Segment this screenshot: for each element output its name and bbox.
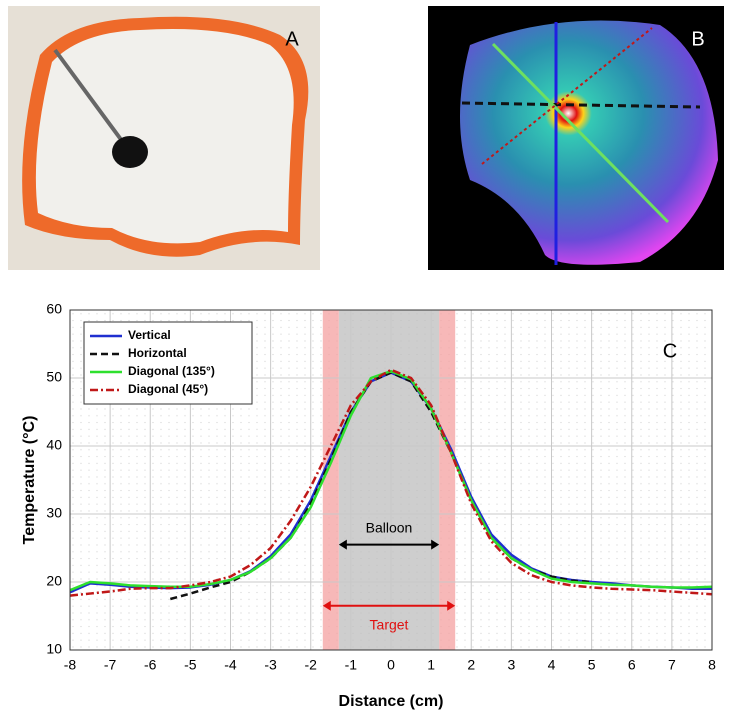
x-tick-label: -3 [264,657,277,673]
x-tick-label: -2 [305,657,318,673]
series-line [69,368,713,597]
x-tick-label: -6 [144,657,157,673]
x-tick-label: 3 [507,657,515,673]
arrow-head [447,600,456,611]
shaded-band [439,310,456,650]
panel-label: B [691,28,704,50]
x-tick-label: -8 [64,657,77,673]
y-tick-label: 40 [46,437,62,453]
plot-frame [69,309,713,651]
legend-label: Diagonal (135°) [128,364,215,378]
arrow-head [338,539,347,550]
x-tick-label: 2 [467,657,475,673]
panel-label: A [285,28,299,50]
needle [53,48,127,147]
x-axis-label: Distance (cm) [339,693,444,710]
arrow-head [322,600,331,611]
profile-line [491,42,670,224]
x-tick-label: -5 [184,657,197,673]
photo-a: A [8,6,320,270]
shaded-band [338,310,440,650]
x-tick-label: 4 [548,657,556,673]
y-axis-label: Temperature (°C) [21,416,38,545]
y-tick-label: 30 [46,505,62,521]
y-tick-label: 20 [46,573,62,589]
balloon [112,136,148,168]
arrow-head [431,539,440,550]
x-tick-label: 8 [708,657,716,673]
x-tick-label: 7 [668,657,676,673]
profile-line [461,101,701,109]
y-tick-label: 60 [46,301,62,317]
x-tick-label: 0 [387,657,395,673]
x-tick-label: -1 [345,657,358,673]
y-tick-label: 50 [46,369,62,385]
x-tick-label: 5 [588,657,596,673]
profile-line [481,27,653,165]
panel-label: C [663,340,677,362]
y-tick-label: 10 [46,641,62,657]
legend-label: Diagonal (45°) [128,382,208,396]
x-tick-label: 6 [628,657,636,673]
legend-label: Horizontal [128,346,187,360]
phantom [35,29,294,244]
annotation-label: Target [370,617,409,633]
x-tick-label: 1 [427,657,435,673]
x-tick-label: -4 [224,657,237,673]
legend-label: Vertical [128,328,171,342]
annotation-label: Balloon [366,519,413,535]
x-tick-label: -7 [104,657,117,673]
photo-b: B [428,6,724,270]
shaded-band [322,310,339,650]
